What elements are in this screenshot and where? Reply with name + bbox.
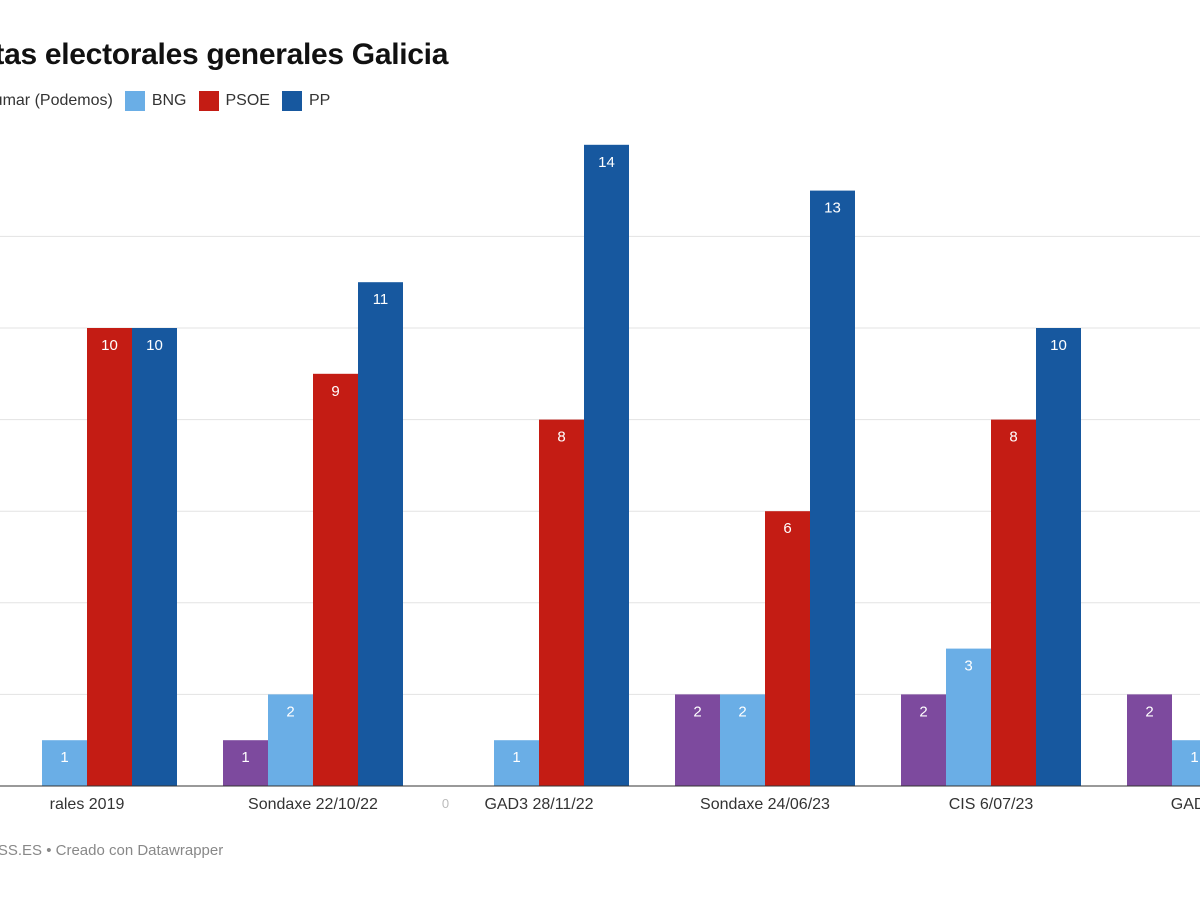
legend-swatch-bng: [124, 91, 145, 111]
bar-value-label: 1: [60, 749, 68, 766]
bar-value-label: 1: [1190, 749, 1198, 766]
zero-marker: 0: [442, 796, 449, 811]
bar-bng-sondaxe-24-06-23: [720, 694, 765, 786]
bar-pp-rales-2019: [132, 328, 177, 786]
bar-value-label: 2: [738, 703, 746, 720]
legend-swatch-pp: [281, 91, 302, 111]
bar-bng-gad3-6-07-2: [1172, 740, 1200, 786]
bar-value-label: 1: [512, 749, 520, 766]
bar-pp-cis-6-07-23: [1036, 328, 1081, 786]
category-label: GAD3 6/07/2: [1171, 796, 1200, 813]
bar-bng-cis-6-07-23: [946, 648, 991, 786]
chart-title: stas electorales generales Galicia: [0, 38, 449, 71]
category-label: CIS 6/07/23: [949, 796, 1034, 813]
bar-sumar-podemos-gad3-6-07-2: [1127, 694, 1172, 786]
bar-psoe-cis-6-07-23: [991, 419, 1036, 786]
legend-label-bng: BNG: [151, 92, 187, 109]
legend-label-sumar: Sumar (Podemos): [0, 92, 113, 109]
bar-value-label: 10: [1050, 337, 1067, 354]
bar-value-label: 13: [824, 200, 841, 217]
legend-swatch-psoe: [198, 91, 219, 111]
footer-credit: CIAPRESS.ES • Creado con Datawrapper: [0, 842, 224, 859]
bar-pp-sondaxe-22-10-22: [358, 282, 403, 786]
category-label: rales 2019: [50, 796, 125, 813]
bar-psoe-sondaxe-24-06-23: [765, 511, 810, 786]
bar-bng-gad3-28-11-22: [494, 740, 539, 786]
legend-item-sumar: Sumar (Podemos): [0, 91, 113, 111]
bar-value-label: 10: [146, 337, 163, 354]
bar-pp-gad3-28-11-22: [584, 144, 629, 787]
bar-value-label: 2: [1145, 703, 1153, 720]
bar-value-label: 1: [241, 749, 249, 766]
legend-item-psoe: PSOE: [198, 91, 270, 111]
legend: Sumar (Podemos) BNG PSOE PP: [0, 89, 342, 113]
bar-value-label: 2: [919, 703, 927, 720]
bar-value-label: 8: [557, 429, 565, 446]
bar-psoe-rales-2019: [87, 328, 132, 786]
bar-value-label: 2: [286, 703, 294, 720]
bar-value-label: 8: [1009, 429, 1017, 446]
bar-value-label: 10: [101, 337, 118, 354]
bar-sumar-podemos-sondaxe-24-06-23: [675, 694, 720, 786]
bar-value-label: 3: [964, 658, 972, 675]
category-label: Sondaxe 22/10/22: [248, 796, 378, 813]
bar-value-label: 6: [783, 520, 791, 537]
bar-value-label: 9: [331, 383, 339, 400]
legend-item-pp: PP: [281, 91, 331, 111]
bar-psoe-sondaxe-22-10-22: [313, 373, 358, 786]
bar-psoe-gad3-28-11-22: [539, 419, 584, 786]
bar-bng-rales-2019: [42, 740, 87, 786]
bar-value-label: 14: [598, 154, 615, 171]
legend-label-pp: PP: [308, 92, 331, 109]
bar-pp-sondaxe-24-06-23: [810, 190, 855, 787]
category-label: Sondaxe 24/06/23: [700, 796, 830, 813]
category-label: GAD3 28/11/22: [484, 796, 593, 813]
bar-value-label: 11: [373, 291, 389, 308]
bar-sumar-podemos-cis-6-07-23: [901, 694, 946, 786]
legend-item-bng: BNG: [124, 91, 187, 111]
bar-value-label: 2: [693, 703, 701, 720]
bar-sumar-podemos-sondaxe-22-10-22: [223, 740, 268, 786]
bar-bng-sondaxe-22-10-22: [268, 694, 313, 786]
legend-label-psoe: PSOE: [225, 92, 270, 109]
